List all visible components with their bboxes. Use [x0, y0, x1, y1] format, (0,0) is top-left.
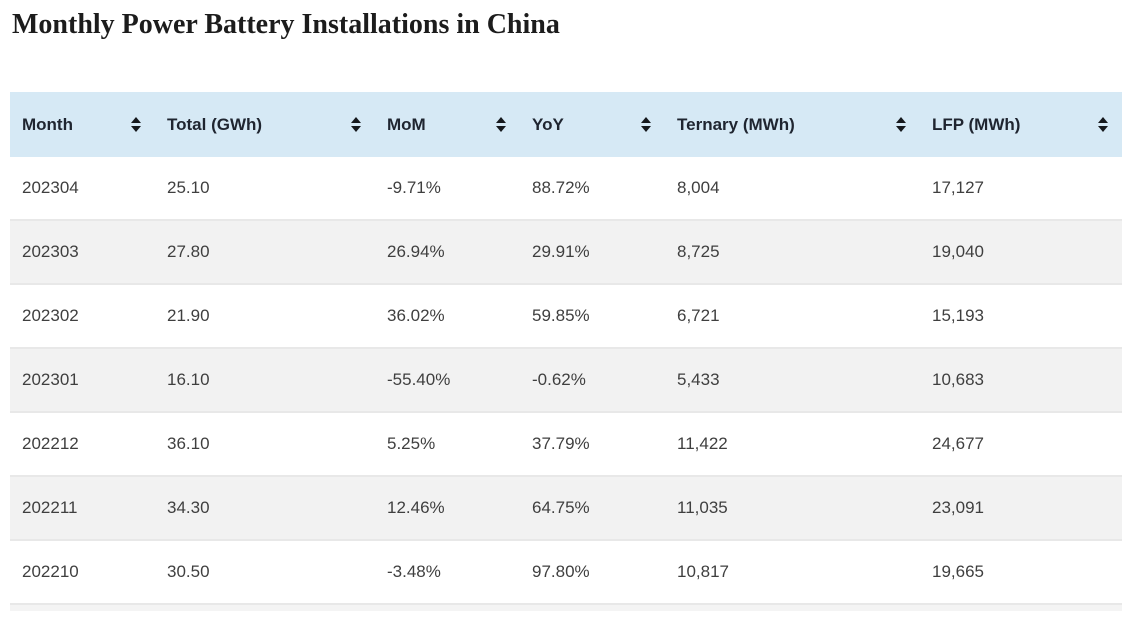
sort-down-arrow-icon [351, 126, 361, 132]
column-header-content: Total (GWh) [167, 115, 361, 135]
cell-mom: 36.02% [375, 285, 520, 349]
sort-arrows-icon[interactable] [1098, 117, 1108, 132]
cell-ternary-mwh: 8,004 [665, 157, 920, 221]
column-label: MoM [387, 114, 426, 134]
sort-arrows-icon[interactable] [496, 117, 506, 132]
cell-mom: -55.40% [375, 349, 520, 413]
partial-next-row [10, 605, 1122, 611]
header-row: Month Total (GWh) MoM YoY Ternary (MWh) LFP (… [10, 92, 1122, 157]
sort-up-arrow-icon [896, 117, 906, 123]
cell-ternary-mwh: 11,422 [665, 413, 920, 477]
sort-down-arrow-icon [1098, 126, 1108, 132]
cell-mom: 5.25% [375, 413, 520, 477]
sort-up-arrow-icon [641, 117, 651, 123]
cell-lfp-mwh: 15,193 [920, 285, 1122, 349]
column-header-month[interactable]: Month [10, 92, 155, 157]
cell-total-gwh: 21.90 [155, 285, 375, 349]
sort-up-arrow-icon [351, 117, 361, 123]
column-header-mom[interactable]: MoM [375, 92, 520, 157]
cell-lfp-mwh: 19,040 [920, 221, 1122, 285]
cell-total-gwh: 36.10 [155, 413, 375, 477]
cell-month: 202303 [10, 221, 155, 285]
cell-month: 202301 [10, 349, 155, 413]
cell-ternary-mwh: 6,721 [665, 285, 920, 349]
sort-up-arrow-icon [131, 117, 141, 123]
table-row: 202304 25.10 -9.71% 88.72% 8,004 17,127 [10, 157, 1122, 221]
cell-total-gwh: 30.50 [155, 541, 375, 605]
cell-yoy: 29.91% [520, 221, 665, 285]
cell-month: 202304 [10, 157, 155, 221]
column-header-content: LFP (MWh) [932, 115, 1108, 135]
cell-yoy: -0.62% [520, 349, 665, 413]
sort-up-arrow-icon [1098, 117, 1108, 123]
table-row: 202210 30.50 -3.48% 97.80% 10,817 19,665 [10, 541, 1122, 605]
cell-month: 202210 [10, 541, 155, 605]
column-header-yoy[interactable]: YoY [520, 92, 665, 157]
cell-month: 202212 [10, 413, 155, 477]
cell-ternary-mwh: 11,035 [665, 477, 920, 541]
cell-lfp-mwh: 19,665 [920, 541, 1122, 605]
column-header-content: Ternary (MWh) [677, 115, 906, 135]
column-label: LFP (MWh) [932, 114, 1021, 134]
sort-down-arrow-icon [896, 126, 906, 132]
installations-table: Month Total (GWh) MoM YoY Ternary (MWh) LFP (… [10, 92, 1122, 605]
cell-mom: 12.46% [375, 477, 520, 541]
table-row: 202211 34.30 12.46% 64.75% 11,035 23,091 [10, 477, 1122, 541]
table-row: 202301 16.10 -55.40% -0.62% 5,433 10,683 [10, 349, 1122, 413]
cell-ternary-mwh: 8,725 [665, 221, 920, 285]
column-header-content: Month [22, 115, 141, 135]
cell-lfp-mwh: 24,677 [920, 413, 1122, 477]
sort-arrows-icon[interactable] [351, 117, 361, 132]
sort-arrows-icon[interactable] [131, 117, 141, 132]
cell-mom: -9.71% [375, 157, 520, 221]
cell-mom: 26.94% [375, 221, 520, 285]
sort-up-arrow-icon [496, 117, 506, 123]
cell-month: 202211 [10, 477, 155, 541]
cell-mom: -3.48% [375, 541, 520, 605]
cell-total-gwh: 27.80 [155, 221, 375, 285]
cell-yoy: 97.80% [520, 541, 665, 605]
sort-down-arrow-icon [496, 126, 506, 132]
cell-total-gwh: 34.30 [155, 477, 375, 541]
cell-total-gwh: 25.10 [155, 157, 375, 221]
cell-total-gwh: 16.10 [155, 349, 375, 413]
cell-yoy: 37.79% [520, 413, 665, 477]
cell-lfp-mwh: 10,683 [920, 349, 1122, 413]
table-row: 202303 27.80 26.94% 29.91% 8,725 19,040 [10, 221, 1122, 285]
cell-yoy: 59.85% [520, 285, 665, 349]
sort-down-arrow-icon [641, 126, 651, 132]
cell-ternary-mwh: 10,817 [665, 541, 920, 605]
column-header-content: YoY [532, 115, 651, 135]
sort-arrows-icon[interactable] [641, 117, 651, 132]
cell-month: 202302 [10, 285, 155, 349]
table-container: Month Total (GWh) MoM YoY Ternary (MWh) LFP (… [10, 92, 1122, 611]
column-header-total-gwh[interactable]: Total (GWh) [155, 92, 375, 157]
column-label: Month [22, 114, 73, 134]
cell-lfp-mwh: 17,127 [920, 157, 1122, 221]
cell-ternary-mwh: 5,433 [665, 349, 920, 413]
cell-yoy: 88.72% [520, 157, 665, 221]
column-header-lfp-mwh[interactable]: LFP (MWh) [920, 92, 1122, 157]
column-label: Ternary (MWh) [677, 114, 795, 134]
cell-lfp-mwh: 23,091 [920, 477, 1122, 541]
cell-yoy: 64.75% [520, 477, 665, 541]
column-label: YoY [532, 114, 564, 134]
page-title: Monthly Power Battery Installations in C… [12, 9, 560, 40]
sort-down-arrow-icon [131, 126, 141, 132]
sort-arrows-icon[interactable] [896, 117, 906, 132]
column-header-content: MoM [387, 115, 506, 135]
table-row: 202302 21.90 36.02% 59.85% 6,721 15,193 [10, 285, 1122, 349]
table-row: 202212 36.10 5.25% 37.79% 11,422 24,677 [10, 413, 1122, 477]
column-label: Total (GWh) [167, 114, 263, 134]
column-header-ternary-mwh[interactable]: Ternary (MWh) [665, 92, 920, 157]
